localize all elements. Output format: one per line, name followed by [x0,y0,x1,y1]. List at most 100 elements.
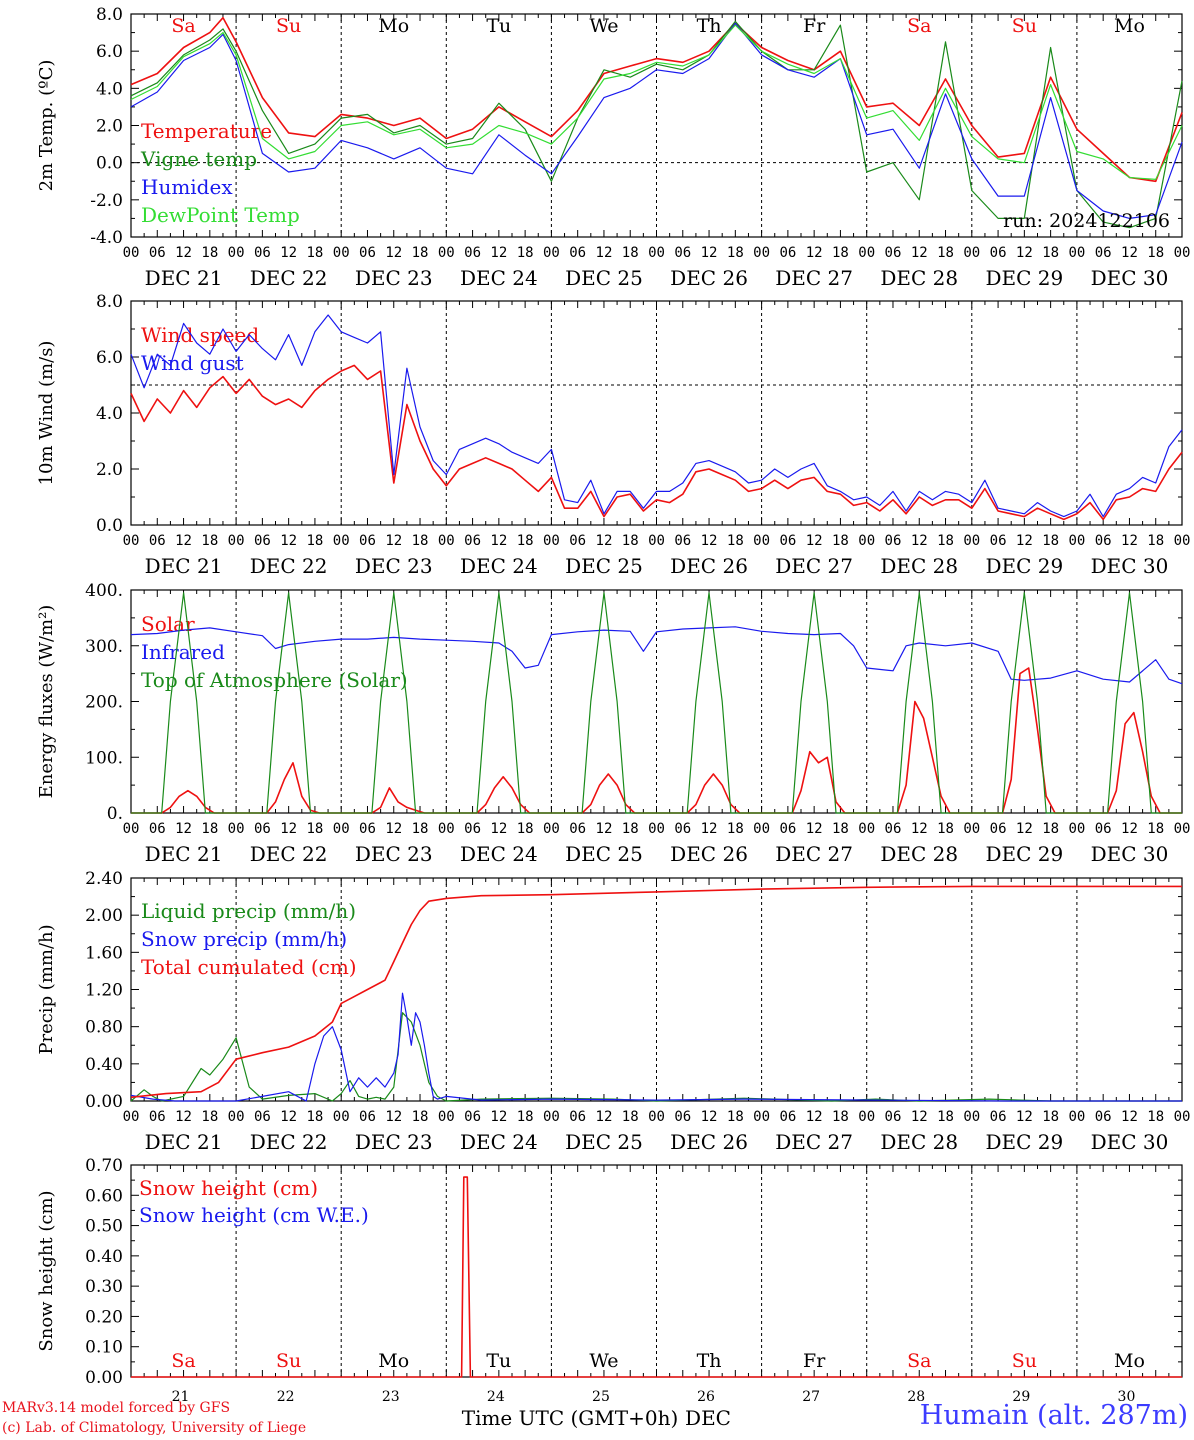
hour-label: 18 [306,245,323,261]
hour-label: 18 [622,1109,639,1125]
y-axis-title: 10m Wind (m/s) [36,341,57,486]
y-tick-label: 200. [85,693,123,713]
credits: MARv3.14 model forced by GFS (c) Lab. of… [2,1398,306,1438]
hour-label: 18 [937,245,954,261]
day-number: 24 [487,1389,505,1405]
station-name: Humain (alt. 287m) [919,1400,1188,1431]
hour-label: 00 [1068,1109,1085,1125]
hour-label: 06 [359,821,376,837]
hour-label: 00 [648,533,665,549]
hour-label: 00 [333,821,350,837]
hour-label: 18 [517,533,534,549]
hour-label: 18 [1147,1109,1164,1125]
hour-label: 12 [596,1109,613,1125]
series-line-green [130,1012,1182,1102]
y-tick-label: 2.40 [85,869,123,889]
date-label: DEC 21 [145,1130,223,1154]
hour-label: 18 [306,533,323,549]
hour-label: 06 [885,821,902,837]
hour-label: 00 [543,1109,560,1125]
hour-label: 06 [359,1109,376,1125]
hour-label: 00 [648,1109,665,1125]
hour-label: 06 [990,1109,1007,1125]
panel-2: 0.0 2.0 4.0 6.0 8.0 10m Wind (m/s) 00 06 12 18 00 0… [36,292,1190,578]
hour-label: 18 [832,533,849,549]
y-tick-label: 0.30 [85,1277,123,1297]
x-axis-title: Time UTC (GMT+0h) [462,1406,679,1430]
hour-label: 00 [753,821,770,837]
weekday-label: Sa [171,15,195,37]
hour-label: 06 [990,245,1007,261]
hour-label: 00 [228,821,245,837]
series-line-green [131,592,1182,814]
series-line-blue [130,626,1183,685]
hour-label: 18 [517,1109,534,1125]
date-label: DEC 26 [670,554,748,578]
credits-line-1: MARv3.14 model forced by GFS [2,1400,231,1416]
hour-label: 12 [280,821,297,837]
series-line-red [130,885,1182,1099]
date-label: DEC 26 [670,1130,748,1154]
hour-label: 00 [333,533,350,549]
y-tick-label: 0. [107,804,123,824]
hour-label: 06 [569,1109,586,1125]
hour-label: 00 [648,821,665,837]
date-label: DEC 25 [565,554,643,578]
hour-label: 18 [201,821,218,837]
y-tick-label: 4.0 [96,404,123,424]
hour-label: 06 [254,245,271,261]
hour-label: 00 [1174,245,1191,261]
hour-label: 12 [385,1109,402,1125]
hour-label: 00 [333,245,350,261]
weekday-label: Tu [486,1350,511,1372]
hour-label: 06 [1095,821,1112,837]
hour-label: 12 [1016,533,1033,549]
hour-label: 12 [911,1109,928,1125]
y-tick-label: 0.00 [85,1368,123,1388]
hour-label: 12 [490,821,507,837]
weekday-label: Mo [378,1350,409,1372]
y-tick-label: 0.40 [85,1247,123,1267]
hour-label: 00 [543,245,560,261]
date-label: DEC 21 [145,842,223,866]
hour-label: 18 [201,1109,218,1125]
hour-label: 06 [779,245,796,261]
date-label: DEC 22 [250,842,328,866]
hour-label: 06 [569,533,586,549]
date-label: DEC 24 [460,1130,538,1154]
hour-label: 00 [858,533,875,549]
hour-label: 12 [911,533,928,549]
hour-label: 06 [569,245,586,261]
day-number: 30 [1118,1389,1136,1405]
date-label: DEC 23 [355,266,433,290]
series-line-red [130,364,1183,521]
hour-label: 00 [858,245,875,261]
date-label: DEC 27 [775,554,853,578]
date-label: DEC 23 [355,1130,433,1154]
hour-label: 06 [1095,1109,1112,1125]
date-label: DEC 29 [985,266,1063,290]
y-tick-label: 0.10 [85,1338,123,1358]
hour-label: 00 [123,533,140,549]
run-annotation: run: 2024122106 [1003,210,1170,232]
hour-label: 06 [569,821,586,837]
hour-label: 18 [727,1109,744,1125]
date-label: DEC 27 [775,1130,853,1154]
legend-blue: Humidex [141,175,233,199]
hour-label: 00 [1068,821,1085,837]
hour-label: 12 [911,245,928,261]
hour-label: 06 [885,533,902,549]
hour-label: 00 [963,821,980,837]
hour-label: 12 [490,533,507,549]
y-tick-label: 6.0 [96,348,123,368]
hour-label: 18 [412,821,429,837]
hour-label: 18 [1147,533,1164,549]
y-tick-label: 4.0 [96,79,123,99]
y-axis-title: Snow height (cm) [36,1190,57,1351]
hour-label: 18 [832,1109,849,1125]
weekday-label: Tu [486,15,511,37]
hour-label: 06 [779,821,796,837]
date-label: DEC 23 [355,842,433,866]
hour-label: 00 [1174,533,1191,549]
hour-label: 06 [885,1109,902,1125]
